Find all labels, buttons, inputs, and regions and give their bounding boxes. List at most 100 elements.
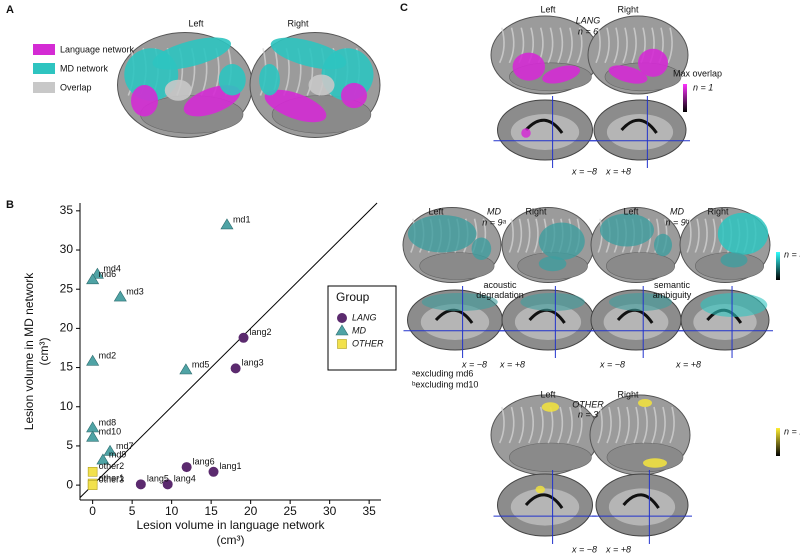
- sulcus: [525, 218, 531, 253]
- legend-marker: [337, 339, 347, 349]
- sulcus: [595, 27, 601, 64]
- y-axis-label: (cm³): [37, 338, 51, 366]
- sulcus: [667, 27, 673, 64]
- point-label: md10: [99, 427, 122, 437]
- point: [208, 466, 219, 477]
- overlay-blob: [700, 293, 768, 317]
- group-label: MD: [670, 206, 684, 216]
- sulcus: [576, 406, 583, 444]
- point-label: md1: [233, 214, 251, 224]
- point: [87, 480, 98, 490]
- brain-slice: [493, 96, 597, 168]
- sulcus: [508, 218, 514, 253]
- footnote: ᵇexcluding md10: [412, 379, 478, 389]
- corpus-callosum: [524, 118, 564, 134]
- point: [90, 267, 104, 279]
- point-label: md4: [103, 264, 121, 274]
- legend-label: OTHER: [352, 338, 384, 348]
- legend-swatch: [33, 82, 55, 93]
- x-tick-label: 15: [204, 504, 218, 518]
- annotation: acoustic degradation: [476, 280, 524, 300]
- point-label: lang3: [242, 358, 264, 368]
- scatter-chart: 0 5 10 15 20 25 30 35 0 5 10 15 20 25 30 35 Lesion volum…: [22, 202, 397, 547]
- overlay-blob: [308, 74, 335, 96]
- brain-slice: [498, 286, 598, 358]
- sulcus: [631, 27, 637, 64]
- brain-lateral: [501, 207, 595, 283]
- hemisphere-label: Left: [188, 18, 204, 28]
- colorbar-label: n = 3: [784, 249, 800, 259]
- brain-slice: [677, 286, 773, 358]
- brain-lateral: [590, 207, 682, 283]
- x-tick-label: 30: [323, 504, 337, 518]
- brain-lateral: [249, 32, 381, 138]
- y-tick-label: 15: [60, 360, 74, 374]
- temporal-lobe: [605, 252, 675, 280]
- legend-marker: [337, 313, 347, 323]
- point-label: other2: [99, 461, 125, 471]
- group-label: MD: [487, 206, 501, 216]
- x-axis-label: (cm³): [217, 533, 245, 547]
- temporal-lobe: [419, 252, 495, 280]
- sulcus: [533, 218, 539, 253]
- panel-label: B: [6, 199, 14, 211]
- point-label: md7: [116, 441, 134, 451]
- x-tick-label: 0: [89, 504, 96, 518]
- group-label: LANG: [576, 15, 601, 25]
- point-label: md3: [126, 286, 144, 296]
- brain-lateral: [402, 207, 502, 283]
- sulcus: [498, 27, 505, 64]
- point: [96, 453, 110, 465]
- overlay-blob: [218, 64, 246, 96]
- legend-swatch: [33, 63, 55, 74]
- overlay-blob: [541, 402, 560, 412]
- corpus-callosum: [622, 493, 660, 509]
- legend-marker: [335, 324, 349, 336]
- point: [86, 421, 100, 433]
- sulcus: [498, 406, 505, 444]
- sulcus: [597, 406, 603, 444]
- slice-label: x = −8: [599, 359, 625, 369]
- hemisphere-label: Right: [617, 389, 639, 399]
- brain-lateral: [587, 15, 689, 95]
- brain-lateral: [490, 15, 600, 95]
- overlay-blob: [538, 222, 585, 260]
- hemisphere-label: Right: [617, 4, 639, 14]
- point-label: lang2: [250, 327, 272, 337]
- n-label: n = 3: [578, 409, 598, 419]
- brain-slice: [587, 286, 685, 358]
- legend-label: LANG: [352, 312, 377, 322]
- sulcus: [508, 27, 515, 64]
- x-tick-label: 10: [165, 504, 179, 518]
- point: [86, 430, 100, 442]
- colorbar: [776, 428, 780, 456]
- legend-label: MD: [352, 325, 366, 335]
- overlay-blob: [152, 37, 232, 70]
- y-tick-label: 20: [60, 321, 74, 335]
- hemisphere-label: Right: [287, 18, 309, 28]
- hemisphere-label: Left: [428, 206, 444, 216]
- point-label: md2: [99, 351, 117, 361]
- sulcus: [537, 406, 544, 444]
- n-label: n = 6: [578, 26, 598, 36]
- slice-label: x = +8: [605, 544, 631, 554]
- slice-label: x = −8: [461, 359, 487, 369]
- y-tick-label: 35: [60, 203, 74, 217]
- sulcus: [566, 27, 573, 64]
- sulcus: [576, 27, 583, 64]
- overlay-blob: [535, 485, 545, 494]
- brain-slice: [590, 96, 690, 168]
- sulcus: [633, 406, 639, 444]
- brain-lateral: [589, 394, 691, 476]
- slice-label: x = +8: [499, 359, 525, 369]
- identity-line: [79, 202, 378, 499]
- sulcus: [518, 406, 525, 444]
- overlay-blob: [654, 233, 672, 257]
- sulcus: [606, 406, 612, 444]
- sulcus: [710, 218, 716, 253]
- point: [220, 218, 234, 230]
- overlay-blob: [131, 85, 158, 117]
- sulcus: [651, 406, 657, 444]
- point-label: lang1: [220, 461, 242, 471]
